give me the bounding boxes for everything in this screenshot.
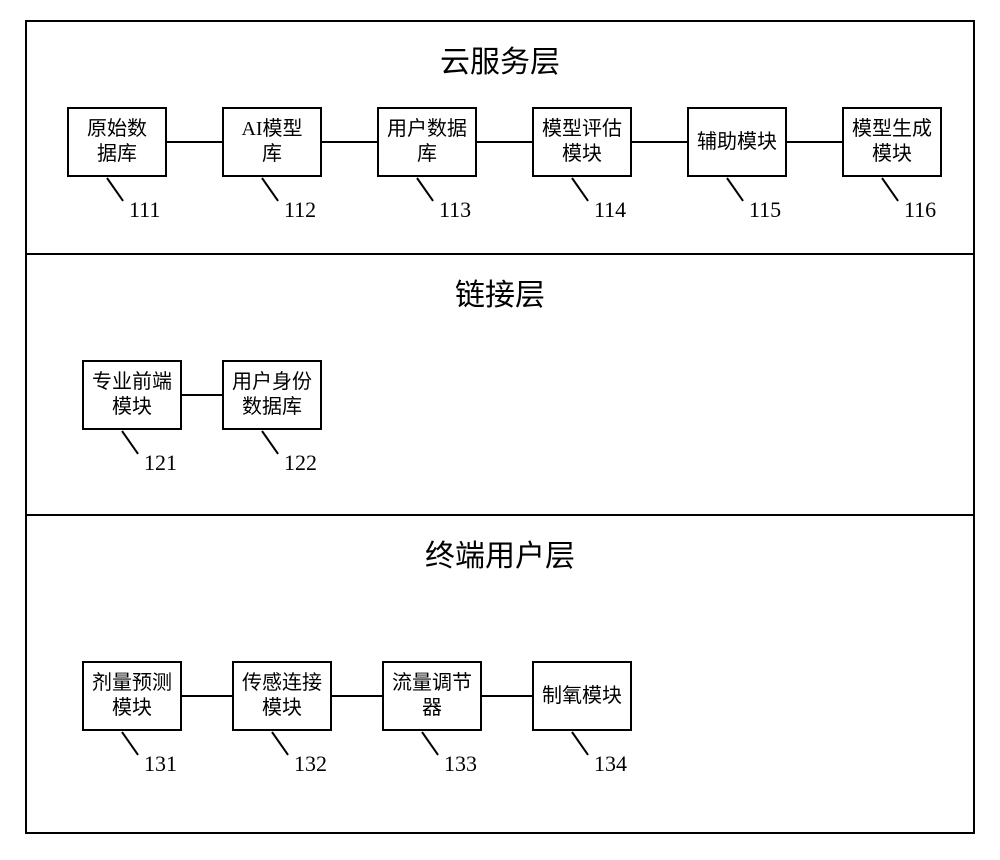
callout-label-133: 133 [444,751,477,777]
callout-line [261,177,279,201]
callout-line [271,731,289,755]
box-134: 制氧模块 [532,661,632,731]
connector [167,141,222,143]
callout-label-131: 131 [144,751,177,777]
connector [322,141,377,143]
link-layer-title: 链接层 [27,270,973,314]
callout-line [421,731,439,755]
terminal-layer-title: 终端用户层 [27,531,973,575]
callout-label-114: 114 [594,197,626,223]
callout-line [571,731,589,755]
callout-label-113: 113 [439,197,471,223]
box-115: 辅助模块 [687,107,787,177]
connector [477,141,532,143]
callout-line [106,177,124,201]
callout-label-112: 112 [284,197,316,223]
callout-label-121: 121 [144,450,177,476]
callout-line [571,177,589,201]
box-111: 原始数 据库 [67,107,167,177]
cloud-layer: 云服务层 原始数 据库 AI模型 库 用户数据 库 模型评估 模块 辅助模块 模… [25,20,975,255]
callout-line [261,430,279,454]
callout-line [121,731,139,755]
callout-line [121,430,139,454]
connector [632,141,687,143]
box-116: 模型生成 模块 [842,107,942,177]
box-133: 流量调节 器 [382,661,482,731]
callout-label-134: 134 [594,751,627,777]
box-121: 专业前端 模块 [82,360,182,430]
callout-label-122: 122 [284,450,317,476]
callout-label-132: 132 [294,751,327,777]
box-113: 用户数据 库 [377,107,477,177]
connector [787,141,842,143]
connector [482,695,532,697]
connector [182,394,222,396]
cloud-layer-title: 云服务层 [27,37,973,81]
callout-line [416,177,434,201]
box-112: AI模型 库 [222,107,322,177]
connector [332,695,382,697]
callout-line [726,177,744,201]
box-132: 传感连接 模块 [232,661,332,731]
connector [182,695,232,697]
box-131: 剂量预测 模块 [82,661,182,731]
callout-line [881,177,899,201]
link-layer: 链接层 专业前端 模块 用户身份 数据库 121 122 [25,253,975,516]
box-114: 模型评估 模块 [532,107,632,177]
callout-label-116: 116 [904,197,936,223]
box-122: 用户身份 数据库 [222,360,322,430]
callout-label-111: 111 [129,197,160,223]
callout-label-115: 115 [749,197,781,223]
terminal-layer: 终端用户层 剂量预测 模块 传感连接 模块 流量调节 器 制氧模块 131 13… [25,514,975,834]
